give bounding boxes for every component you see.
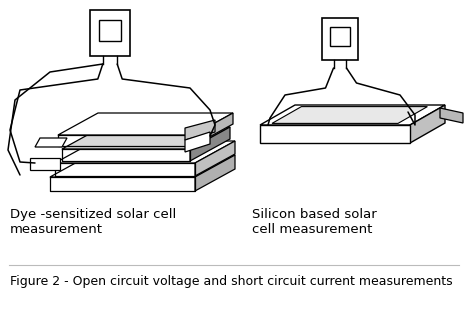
- Polygon shape: [55, 141, 235, 163]
- Polygon shape: [195, 155, 235, 191]
- Polygon shape: [272, 107, 427, 123]
- Bar: [322, 18, 358, 60]
- Bar: [330, 27, 350, 46]
- Polygon shape: [62, 127, 230, 149]
- Polygon shape: [440, 108, 463, 123]
- Polygon shape: [260, 125, 410, 143]
- Polygon shape: [50, 155, 235, 177]
- Polygon shape: [190, 127, 230, 161]
- Polygon shape: [195, 141, 235, 176]
- Text: Silicon based solar
cell measurement: Silicon based solar cell measurement: [252, 208, 377, 236]
- Text: Figure 2 - Open circuit voltage and short circuit current measurements: Figure 2 - Open circuit voltage and shor…: [10, 275, 453, 288]
- Bar: [90, 10, 130, 56]
- Bar: [99, 20, 121, 41]
- Polygon shape: [185, 120, 215, 140]
- Polygon shape: [260, 105, 445, 125]
- Polygon shape: [35, 138, 67, 147]
- Polygon shape: [58, 113, 233, 135]
- Polygon shape: [30, 158, 60, 170]
- Polygon shape: [185, 132, 210, 152]
- Polygon shape: [193, 113, 233, 146]
- Polygon shape: [410, 105, 445, 143]
- Text: Dye -sensitized solar cell
measurement: Dye -sensitized solar cell measurement: [10, 208, 176, 236]
